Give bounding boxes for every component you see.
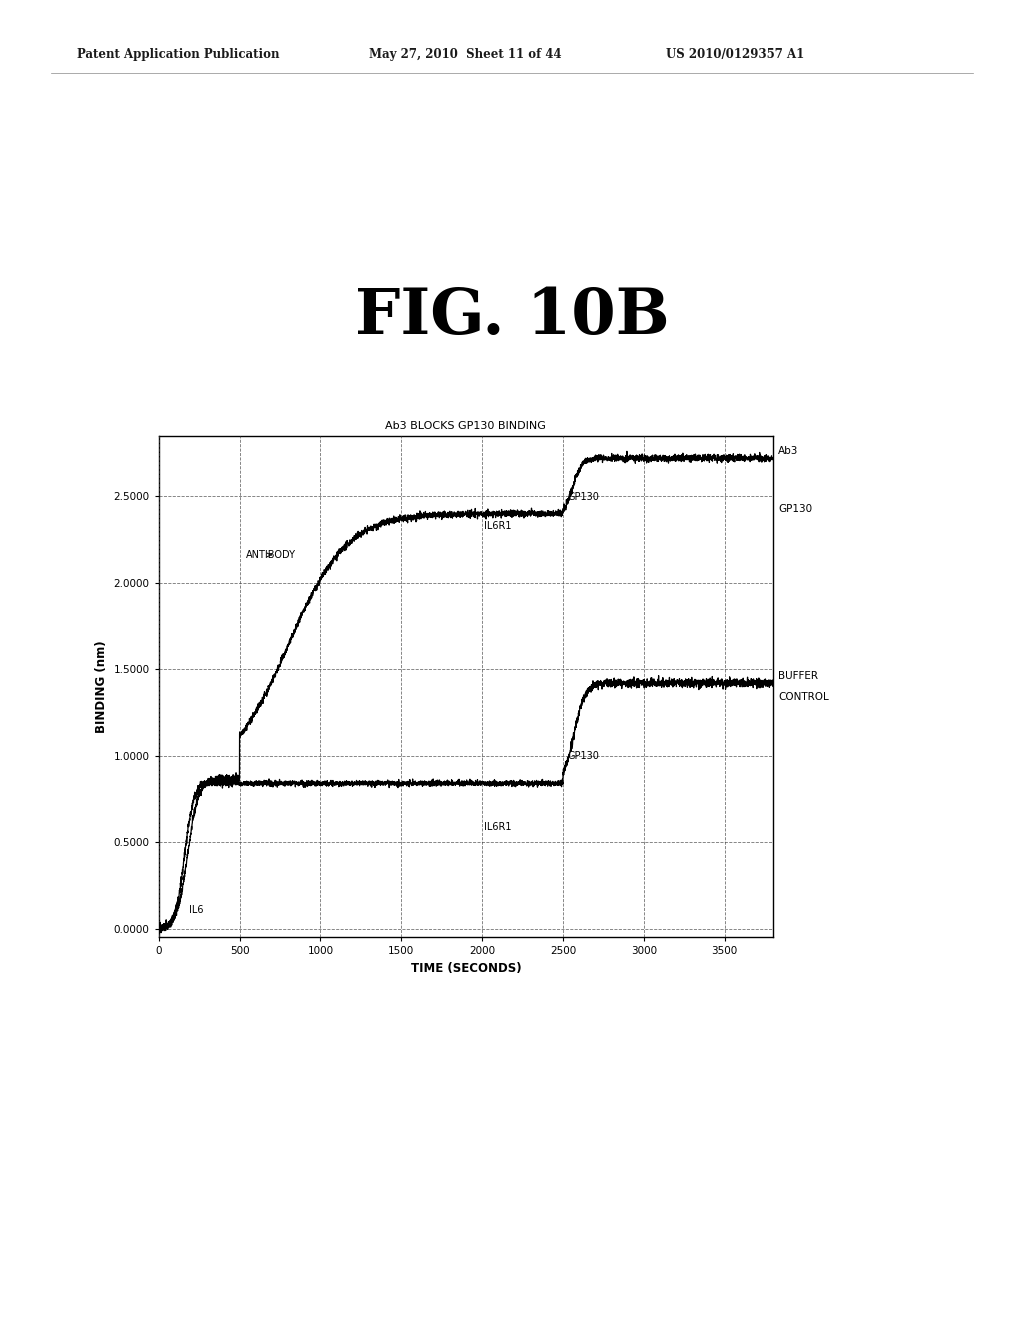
Title: Ab3 BLOCKS GP130 BINDING: Ab3 BLOCKS GP130 BINDING: [385, 421, 547, 430]
X-axis label: TIME (SECONDS): TIME (SECONDS): [411, 962, 521, 974]
Text: US 2010/0129357 A1: US 2010/0129357 A1: [666, 48, 804, 61]
Text: IL6R1: IL6R1: [483, 521, 511, 531]
Text: Ab3: Ab3: [778, 446, 799, 457]
Text: IL6: IL6: [189, 904, 204, 915]
Text: ANTIBODY: ANTIBODY: [246, 550, 296, 560]
Text: CONTROL: CONTROL: [778, 692, 829, 702]
Text: IL6R1: IL6R1: [483, 822, 511, 832]
Y-axis label: BINDING (nm): BINDING (nm): [95, 640, 108, 733]
Text: BUFFER: BUFFER: [778, 671, 818, 681]
Text: GP130: GP130: [567, 751, 600, 762]
Text: GP130: GP130: [778, 504, 812, 515]
Text: May 27, 2010  Sheet 11 of 44: May 27, 2010 Sheet 11 of 44: [369, 48, 561, 61]
Text: GP130: GP130: [567, 491, 600, 502]
Text: FIG. 10B: FIG. 10B: [354, 286, 670, 347]
Text: Patent Application Publication: Patent Application Publication: [77, 48, 280, 61]
